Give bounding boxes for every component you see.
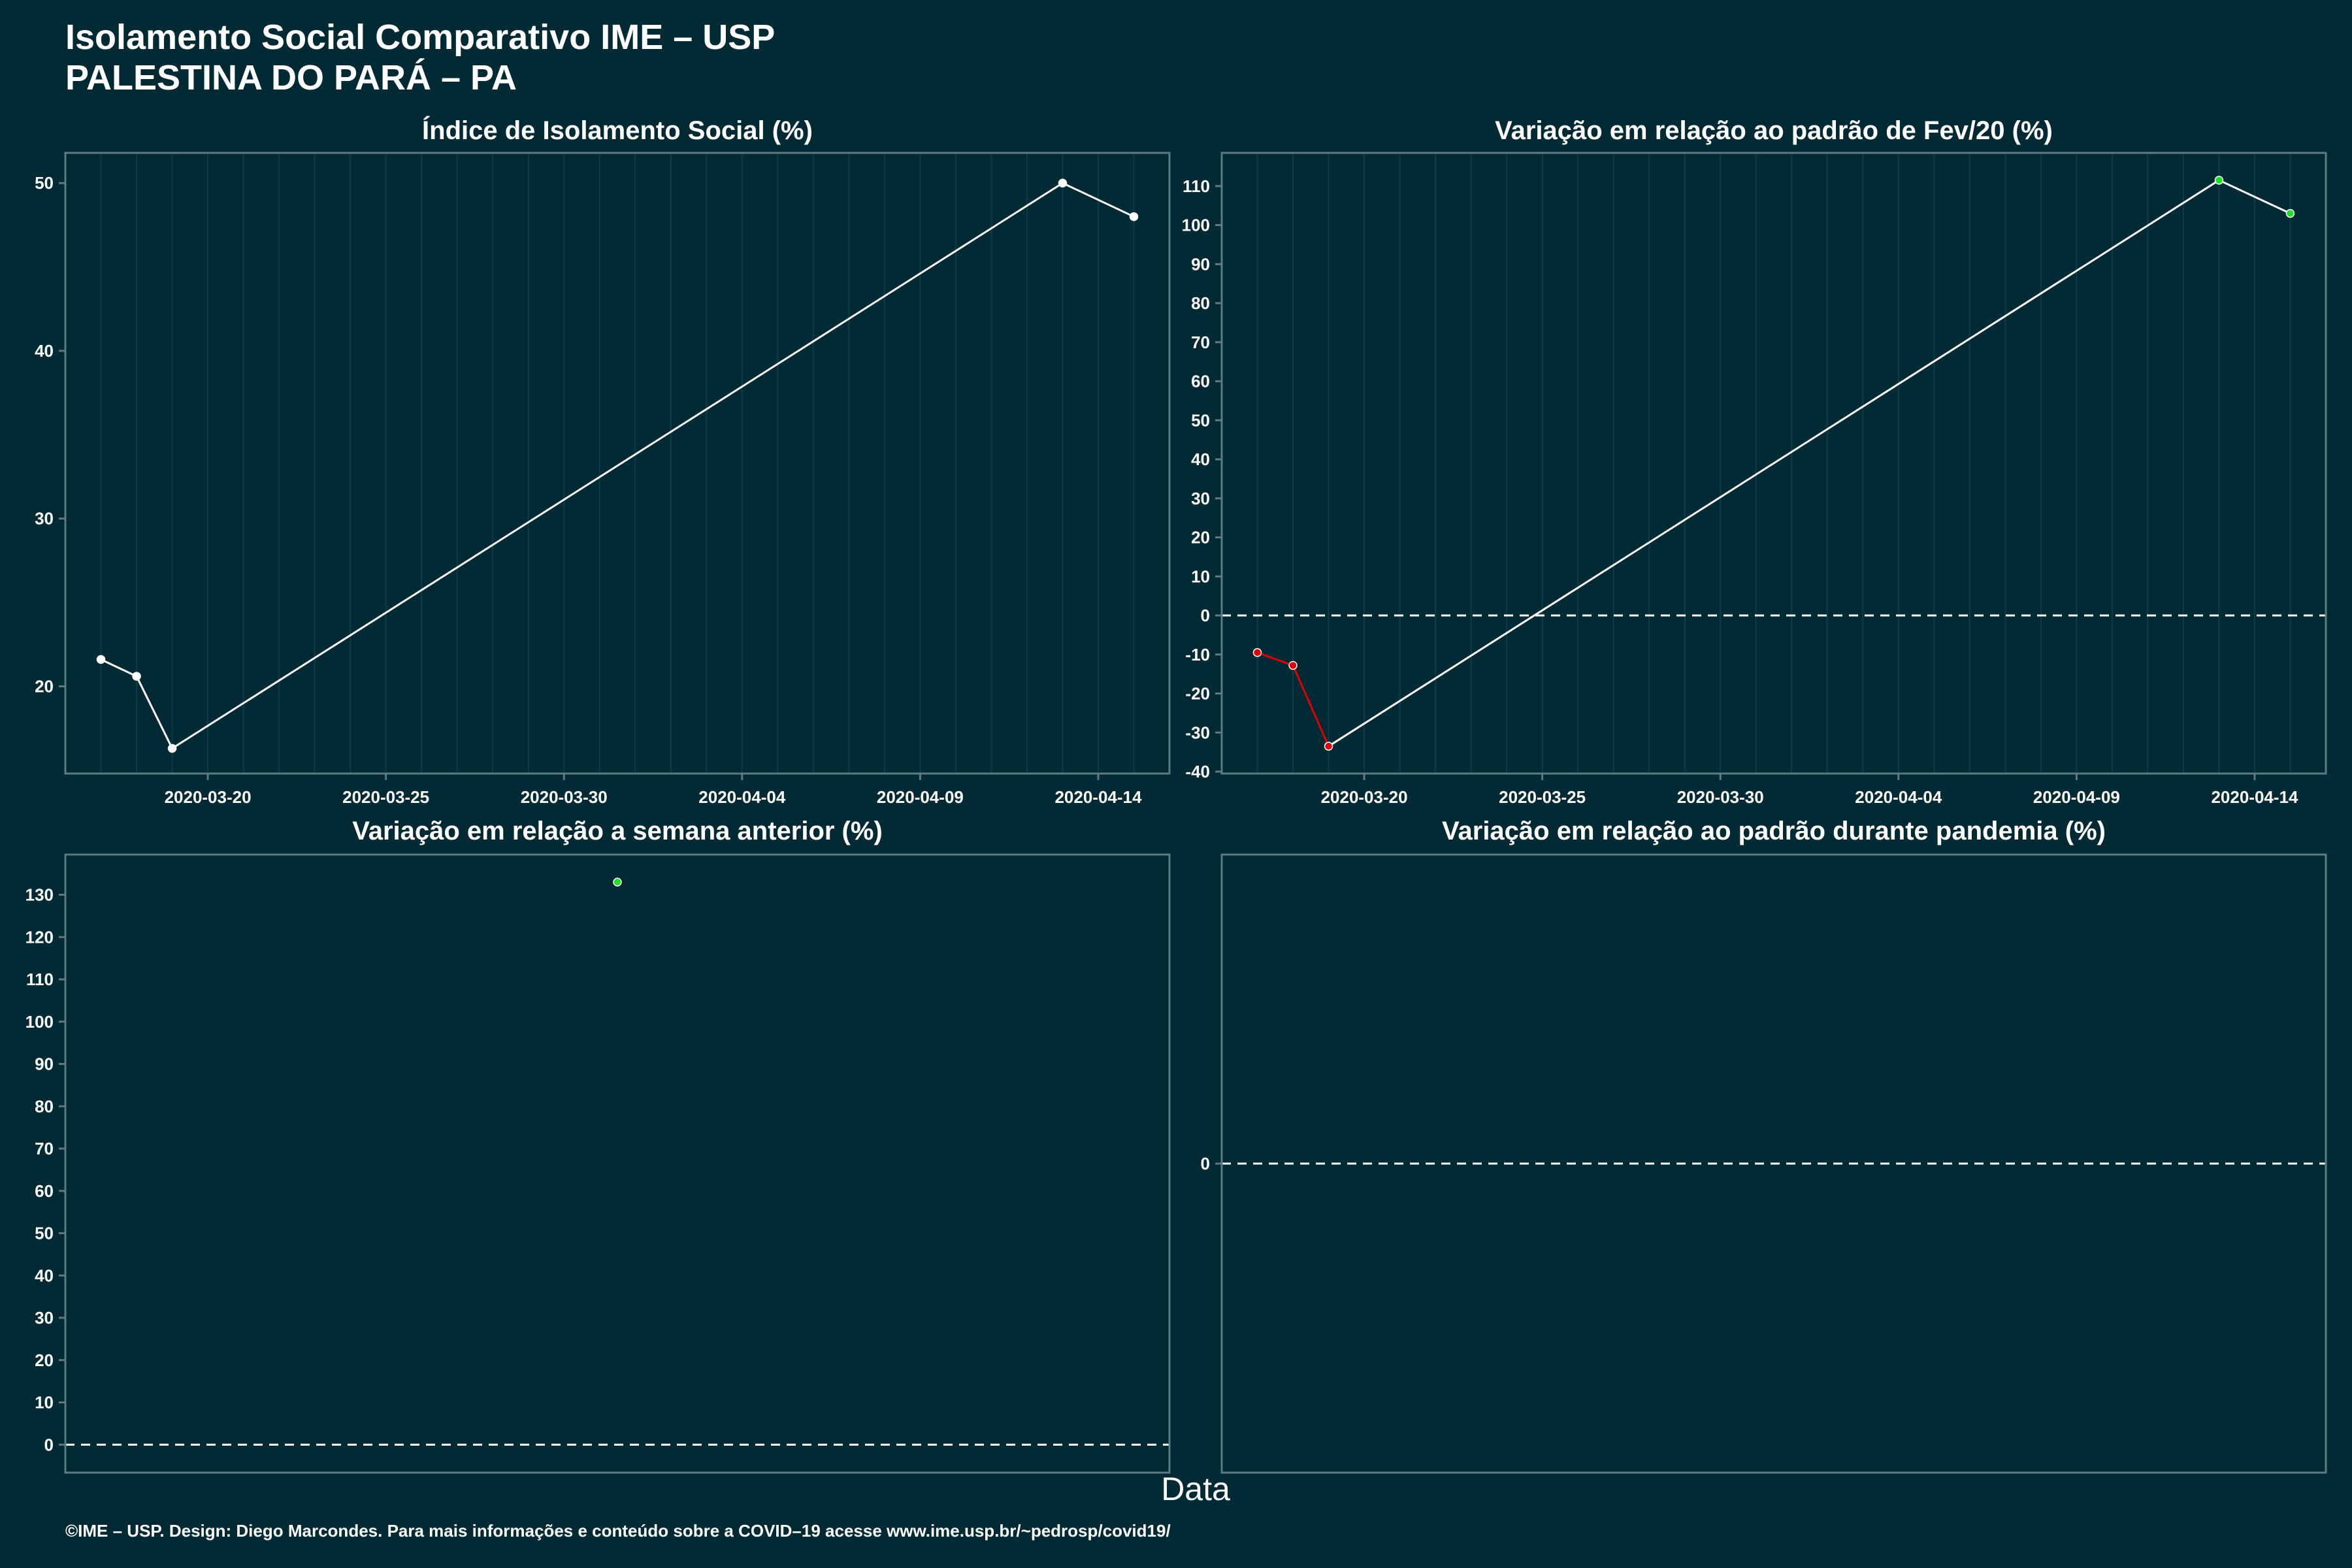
x-tick-label: 2020-03-20 [1321,787,1408,807]
y-tick-label: 100 [25,1012,54,1032]
y-tick-label: 80 [35,1096,54,1116]
footer-caption: ©IME – USP. Design: Diego Marcondes. Par… [65,1521,1171,1541]
y-tick-label: 30 [35,1308,54,1328]
y-tick-label: -40 [1185,762,1210,781]
y-tick-label: 20 [35,676,54,696]
data-point [96,655,106,664]
y-tick-label: 90 [1191,254,1210,274]
panel-title-variation-feb: Variação em relação ao padrão de Fev/20 … [1495,116,2053,145]
series-line-segment [2218,179,2291,214]
data-point [132,672,141,681]
x-tick-label: 2020-04-09 [2033,787,2120,807]
panel-background [65,855,1169,1473]
data-point [2214,176,2224,185]
x-tick-label: 2020-04-04 [1855,787,1942,807]
panel-title-variation-week: Variação em relação a semana anterior (%… [352,817,883,845]
series-line-segment [100,659,137,678]
y-tick-label: 50 [35,1224,54,1243]
y-tick-label: 120 [25,927,54,947]
y-tick-label: 90 [35,1054,54,1074]
figure-subtitle: PALESTINA DO PARÁ – PA [65,58,517,97]
series-line-segment [1062,182,1135,218]
y-tick-label: 70 [35,1139,54,1158]
y-tick-label: 0 [1201,606,1210,625]
y-tick-label: 60 [1191,372,1210,391]
y-tick-label: 110 [26,970,54,989]
y-tick-label: 70 [1191,333,1210,352]
panel-frame [64,853,1171,1474]
series-line-segment [135,676,173,749]
y-tick-label: 10 [35,1393,54,1413]
y-tick-label: 50 [1191,410,1210,430]
y-tick-label: -30 [1185,723,1210,742]
x-tick-label: 2020-03-30 [1677,787,1764,807]
data-point [167,743,177,753]
y-tick-label: 40 [1191,449,1210,469]
series-line-segment [171,182,1064,749]
x-tick-label: 2020-04-14 [1054,787,1142,807]
y-tick-label: 30 [35,509,54,529]
y-tick-label: 50 [35,173,54,193]
y-tick-label: -20 [1185,684,1210,704]
panel-frame [1220,152,2327,775]
panel-frame [64,152,1171,775]
y-tick-label: 40 [35,341,54,361]
grid-lines [1221,153,2327,774]
panel-title-isolation-index: Índice de Isolamento Social (%) [422,116,813,145]
data-point [1324,742,1333,751]
series-line-segment [1257,651,1294,666]
y-tick-label: 20 [35,1350,54,1370]
panel-background [65,153,1169,774]
data-point [1288,661,1298,670]
y-tick-label: 110 [1183,176,1210,196]
x-tick-label: 2020-03-30 [521,787,608,807]
panel-variation-pandemic: 0 [1201,853,2327,1474]
x-tick-label: 2020-03-20 [165,787,252,807]
panel-title-variation-pandemic: Variação em relação ao padrão durante pa… [1442,817,2106,845]
series-line-segment [1292,664,1330,747]
data-point [1058,178,1068,188]
panel-variation-feb: -40 -30 -20 -10 0 10 20 30 40 50 60 70 80 90 100 110 202… [1182,152,2327,807]
x-tick-label: 2020-04-09 [877,787,964,807]
panel-isolation-index: 20 30 40 50 2020-03-20 2020-03-25 2020-03-30 20… [35,152,1171,807]
y-tick-label: 80 [1191,293,1210,313]
data-point [2285,208,2295,218]
series-line-segment [1328,179,2220,747]
figure-title: Isolamento Social Comparativo IME – USP [65,18,776,57]
x-tick-label: 2020-03-25 [1499,787,1586,807]
panel-variation-week: 0 10 20 30 40 50 60 70 80 90 100 110 120 130 [25,853,1171,1474]
y-tick-label: 10 [1191,566,1210,586]
y-tick-label: -10 [1185,645,1210,664]
y-tick-label: 30 [1191,489,1210,508]
y-tick-label: 20 [1191,528,1210,547]
x-axis-label: Data [1161,1471,1230,1507]
grid-lines [65,153,1170,774]
y-tick-label: 100 [1182,216,1210,235]
y-tick-label: 40 [35,1266,54,1285]
data-point [1129,212,1139,221]
y-tick-label: 130 [25,885,54,905]
x-tick-label: 2020-04-14 [2211,787,2298,807]
x-tick-label: 2020-03-25 [342,787,429,807]
y-tick-label: 0 [44,1435,54,1454]
x-tick-label: 2020-04-04 [698,787,786,807]
y-tick-label: 0 [1201,1154,1210,1173]
data-point [613,877,622,887]
y-tick-label: 60 [35,1181,54,1201]
data-point [1252,648,1262,657]
